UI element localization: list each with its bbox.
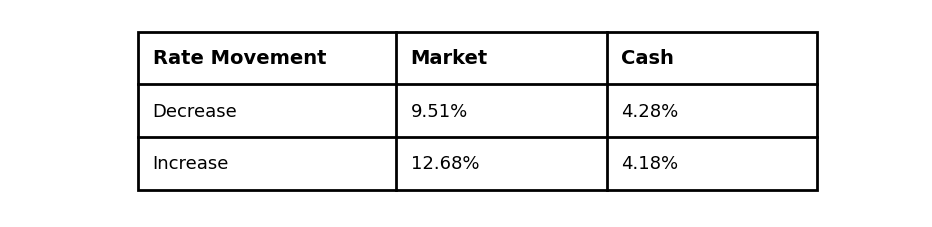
Text: Decrease: Decrease	[153, 102, 238, 120]
Text: 4.28%: 4.28%	[621, 102, 678, 120]
Text: Market: Market	[411, 49, 487, 68]
Text: Rate Movement: Rate Movement	[153, 49, 326, 68]
Text: 4.18%: 4.18%	[621, 155, 678, 173]
Text: 9.51%: 9.51%	[411, 102, 468, 120]
Bar	[138, 32, 817, 190]
Text: Cash: Cash	[621, 49, 674, 68]
Text: Increase: Increase	[153, 155, 229, 173]
Text: 12.68%: 12.68%	[411, 155, 479, 173]
